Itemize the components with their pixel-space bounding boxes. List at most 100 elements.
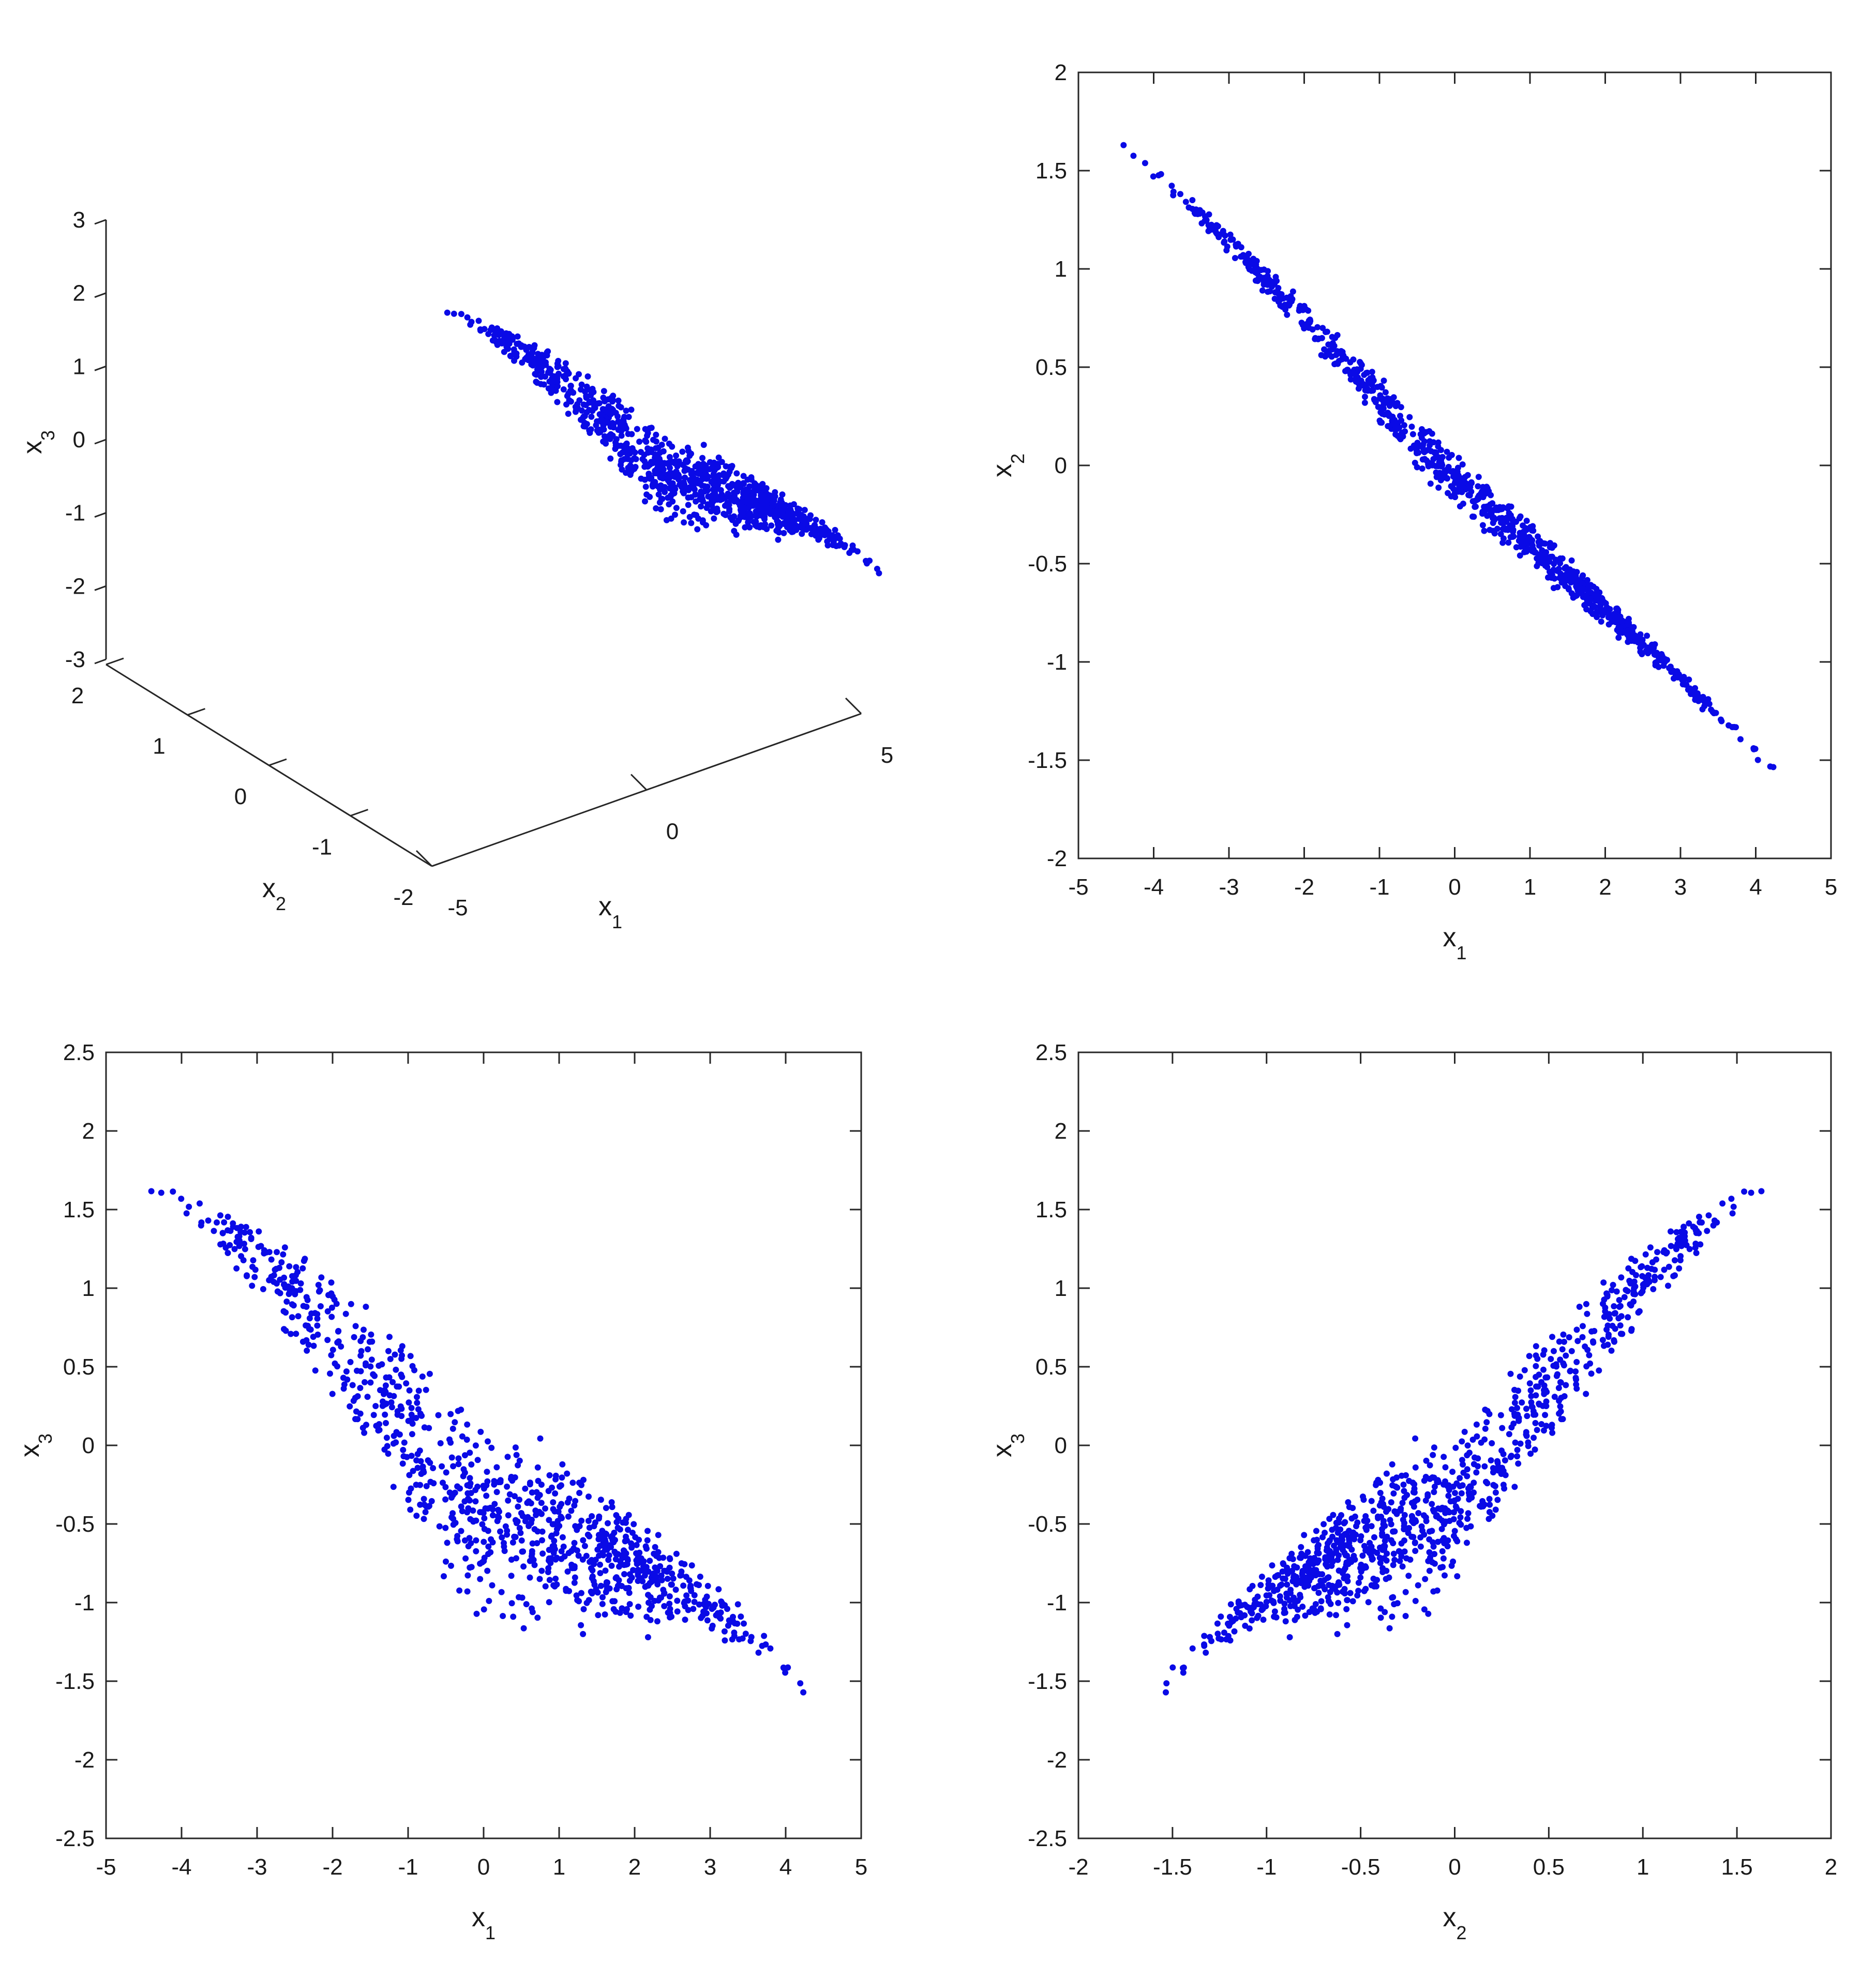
data-point — [1510, 529, 1517, 535]
data-point — [1254, 1593, 1261, 1600]
y-tick-label: 2.5 — [1035, 1040, 1067, 1065]
x-tick-label: 0 — [1448, 874, 1461, 900]
data-point — [1244, 1604, 1251, 1610]
data-point — [580, 1630, 587, 1637]
data-point — [1349, 1598, 1356, 1605]
data-point — [571, 1502, 578, 1509]
data-point — [385, 1348, 392, 1354]
data-point — [464, 1572, 471, 1579]
data-point — [1529, 542, 1536, 549]
data-point — [1434, 1587, 1440, 1594]
data-point — [1452, 1444, 1459, 1451]
data-point — [409, 1363, 416, 1369]
data-point — [1384, 1550, 1390, 1557]
data-point — [1361, 399, 1368, 406]
data-point — [1277, 1593, 1283, 1599]
data-point — [1320, 1521, 1327, 1528]
data-point — [1458, 1508, 1464, 1515]
data-point — [1394, 400, 1401, 406]
data-point — [1325, 1574, 1332, 1581]
data-point — [1379, 395, 1386, 402]
data-point — [664, 1568, 670, 1575]
data-point — [1401, 1537, 1407, 1544]
data-point — [287, 1288, 293, 1294]
data-point — [686, 1577, 693, 1584]
data-point — [1415, 1510, 1422, 1516]
data-point — [1464, 1442, 1471, 1449]
data-point — [1221, 238, 1228, 245]
data-point — [1648, 1265, 1655, 1272]
data-point — [691, 1592, 698, 1598]
x3-tick — [94, 439, 107, 445]
data-point — [522, 1485, 529, 1492]
data-point — [681, 490, 687, 496]
data-point — [421, 1496, 427, 1502]
data-point — [753, 514, 760, 520]
data-point — [383, 1420, 389, 1426]
data-point — [613, 1519, 620, 1526]
data-point — [1390, 1490, 1397, 1497]
data-point — [610, 424, 617, 431]
data-point — [1431, 1560, 1438, 1567]
data-point — [571, 1579, 578, 1586]
data-point — [1464, 1473, 1470, 1479]
data-point — [1422, 1576, 1429, 1582]
data-point — [568, 1507, 575, 1514]
panel-x2-x3: -2 -1.5 -1 -0.5 0 0.5 1 1.5 2-2.5-2-1.5-1-0.500.… — [987, 1040, 1837, 1943]
data-point — [447, 1411, 454, 1417]
data-point — [1558, 579, 1565, 586]
data-point — [1437, 457, 1444, 463]
data-point — [642, 498, 648, 505]
data-point — [667, 460, 673, 466]
data-point — [1182, 199, 1189, 205]
data-point — [691, 1598, 698, 1605]
data-point — [1483, 1419, 1490, 1426]
data-point — [414, 1451, 421, 1457]
data-point — [509, 1539, 516, 1546]
data-point — [474, 1457, 481, 1463]
data-point — [1625, 1265, 1632, 1272]
data-point — [1254, 278, 1261, 284]
data-point — [328, 1279, 335, 1286]
data-point — [467, 321, 474, 328]
data-point — [1339, 351, 1345, 358]
data-point — [854, 548, 861, 555]
data-point — [1499, 526, 1506, 532]
data-point — [448, 1562, 454, 1569]
data-point — [462, 1452, 468, 1459]
data-point — [711, 475, 717, 482]
data-point — [1358, 1568, 1364, 1575]
data-point — [1313, 1536, 1320, 1543]
data-point — [1390, 1562, 1397, 1568]
data-point — [1679, 1233, 1686, 1240]
data-point — [634, 426, 640, 432]
data-point — [1287, 1603, 1294, 1609]
data-point — [367, 1363, 374, 1370]
data-point — [397, 1347, 404, 1354]
data-point — [680, 508, 686, 515]
data-point — [390, 1484, 397, 1490]
data-point — [660, 1587, 667, 1593]
data-point — [1375, 1476, 1382, 1483]
data-point — [197, 1200, 203, 1207]
data-point — [1218, 1613, 1224, 1620]
data-point — [1344, 1597, 1350, 1604]
data-point — [1602, 1304, 1609, 1311]
data-point — [559, 1474, 565, 1481]
data-point — [1249, 1582, 1256, 1589]
data-point — [414, 1394, 420, 1400]
data-point — [467, 1516, 474, 1522]
data-point — [1410, 1534, 1417, 1541]
data-point — [380, 1398, 386, 1405]
data-point — [1362, 387, 1369, 394]
x2-axis-label: x2 — [262, 873, 286, 914]
data-point — [681, 1598, 688, 1605]
data-point — [1539, 560, 1545, 567]
data-point — [703, 1610, 710, 1617]
data-point — [1419, 465, 1425, 472]
data-point — [676, 472, 682, 479]
data-point — [1600, 1279, 1607, 1286]
data-point — [186, 1203, 192, 1210]
data-point — [733, 496, 740, 503]
data-point — [628, 406, 635, 413]
